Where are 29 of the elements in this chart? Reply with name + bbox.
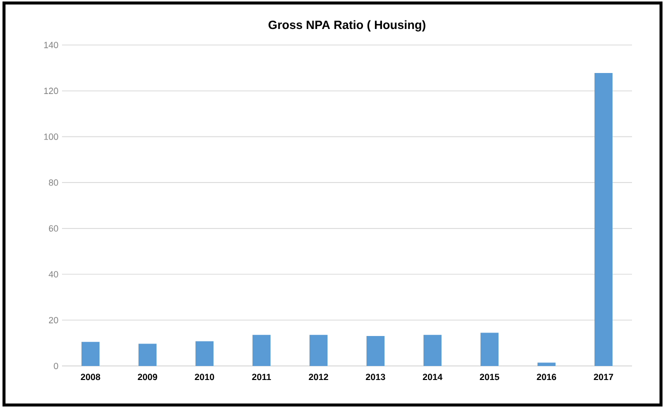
bar: [82, 342, 100, 366]
x-tick-label: 2014: [422, 374, 442, 380]
x-tick-label: 2012: [308, 374, 328, 380]
bar: [252, 334, 271, 366]
x-tick-label: 2015: [480, 374, 500, 380]
y-tick-label: 100: [44, 134, 58, 140]
y-tick-label: 140: [44, 42, 58, 48]
bar: [538, 362, 556, 366]
bar: [480, 332, 499, 366]
chart-title: Gross NPA Ratio ( Housing): [268, 20, 426, 32]
y-tick-label: 60: [48, 225, 58, 232]
x-tick-label: 2016: [536, 374, 556, 380]
y-tick-label: 20: [48, 316, 58, 324]
bar: [594, 72, 613, 366]
bar: [366, 336, 385, 366]
x-tick-label: 2010: [194, 374, 214, 380]
x-tick-label: 2017: [594, 374, 614, 380]
bar: [138, 344, 157, 366]
bar: [424, 334, 442, 366]
bar: [310, 334, 328, 366]
y-tick-label: 0: [54, 362, 58, 370]
x-tick-label: 2011: [252, 374, 271, 380]
x-tick-label: 2013: [366, 374, 386, 380]
y-tick-label: 40: [48, 271, 58, 278]
y-tick-label: 80: [48, 179, 58, 186]
x-tick-label: 2009: [138, 374, 158, 380]
y-tick-label: 120: [44, 88, 58, 94]
x-tick-label: 2008: [80, 374, 100, 380]
bar: [196, 341, 214, 366]
